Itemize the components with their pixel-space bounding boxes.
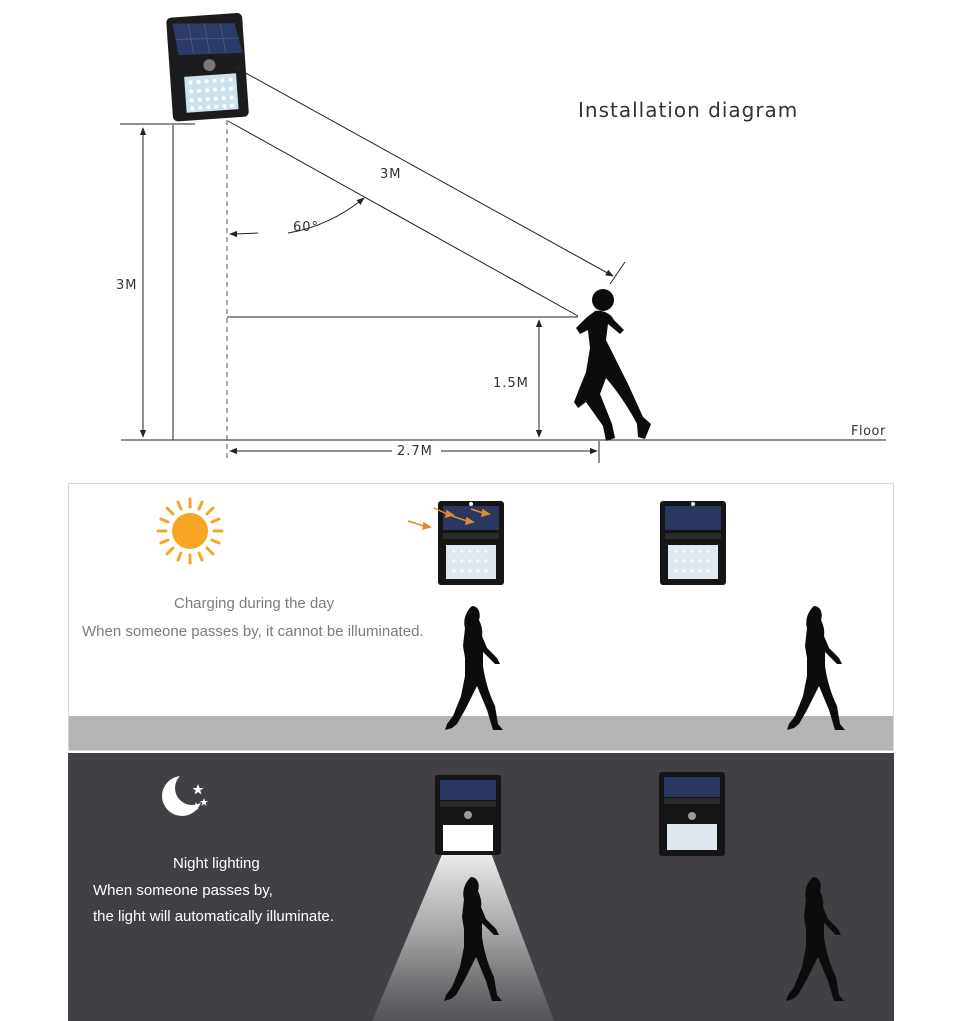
- day-caption-line1: Charging during the day: [174, 595, 335, 612]
- running-person-silhouette: [574, 289, 651, 441]
- walking-person-silhouette: [787, 606, 845, 730]
- diagram-title: Installation diagram: [578, 98, 798, 122]
- night-caption-line2: When someone passes by,: [93, 882, 273, 899]
- night-mode-panel: Night lighting When someone passes by, t…: [68, 753, 894, 1021]
- night-caption-line3: the light will automatically illuminate.: [93, 908, 334, 925]
- night-caption-line1: Night lighting: [173, 855, 260, 872]
- day-scene: [69, 497, 893, 750]
- walking-person-silhouette: [444, 877, 502, 1001]
- mount-height-label: 3M: [116, 278, 138, 293]
- moon-stars-icon: [162, 771, 209, 816]
- detection-line: [227, 120, 579, 317]
- angle-label: 60°: [293, 220, 319, 235]
- sensor-range-line: [232, 65, 614, 277]
- installation-diagram: 3M 3M 60° 1.5M Floor 2.7M Installation d…: [116, 13, 886, 463]
- angle-arc: [287, 197, 365, 234]
- sun-icon: [156, 497, 224, 565]
- floor-label: Floor: [851, 424, 886, 439]
- lamp-illuminated: [435, 775, 501, 855]
- sensor-range-label: 3M: [380, 167, 402, 182]
- day-floor: [69, 716, 893, 750]
- lamp-charging: [438, 501, 504, 585]
- night-scene: [162, 771, 844, 1021]
- lamp-idle-night: [659, 772, 725, 856]
- solar-lamp-illustration: [166, 13, 249, 122]
- walking-person-silhouette: [786, 877, 844, 1001]
- person-height-label: 1.5M: [493, 376, 529, 391]
- light-beam: [372, 845, 554, 1021]
- day-mode-panel: Charging during the day When someone pas…: [68, 483, 894, 751]
- day-caption-line2: When someone passes by, it cannot be ill…: [82, 623, 424, 640]
- lamp-idle-day: [660, 501, 726, 585]
- horizontal-distance-label: 2.7M: [397, 444, 433, 459]
- walking-person-silhouette: [445, 606, 503, 730]
- sunlight-arrows: [407, 507, 491, 531]
